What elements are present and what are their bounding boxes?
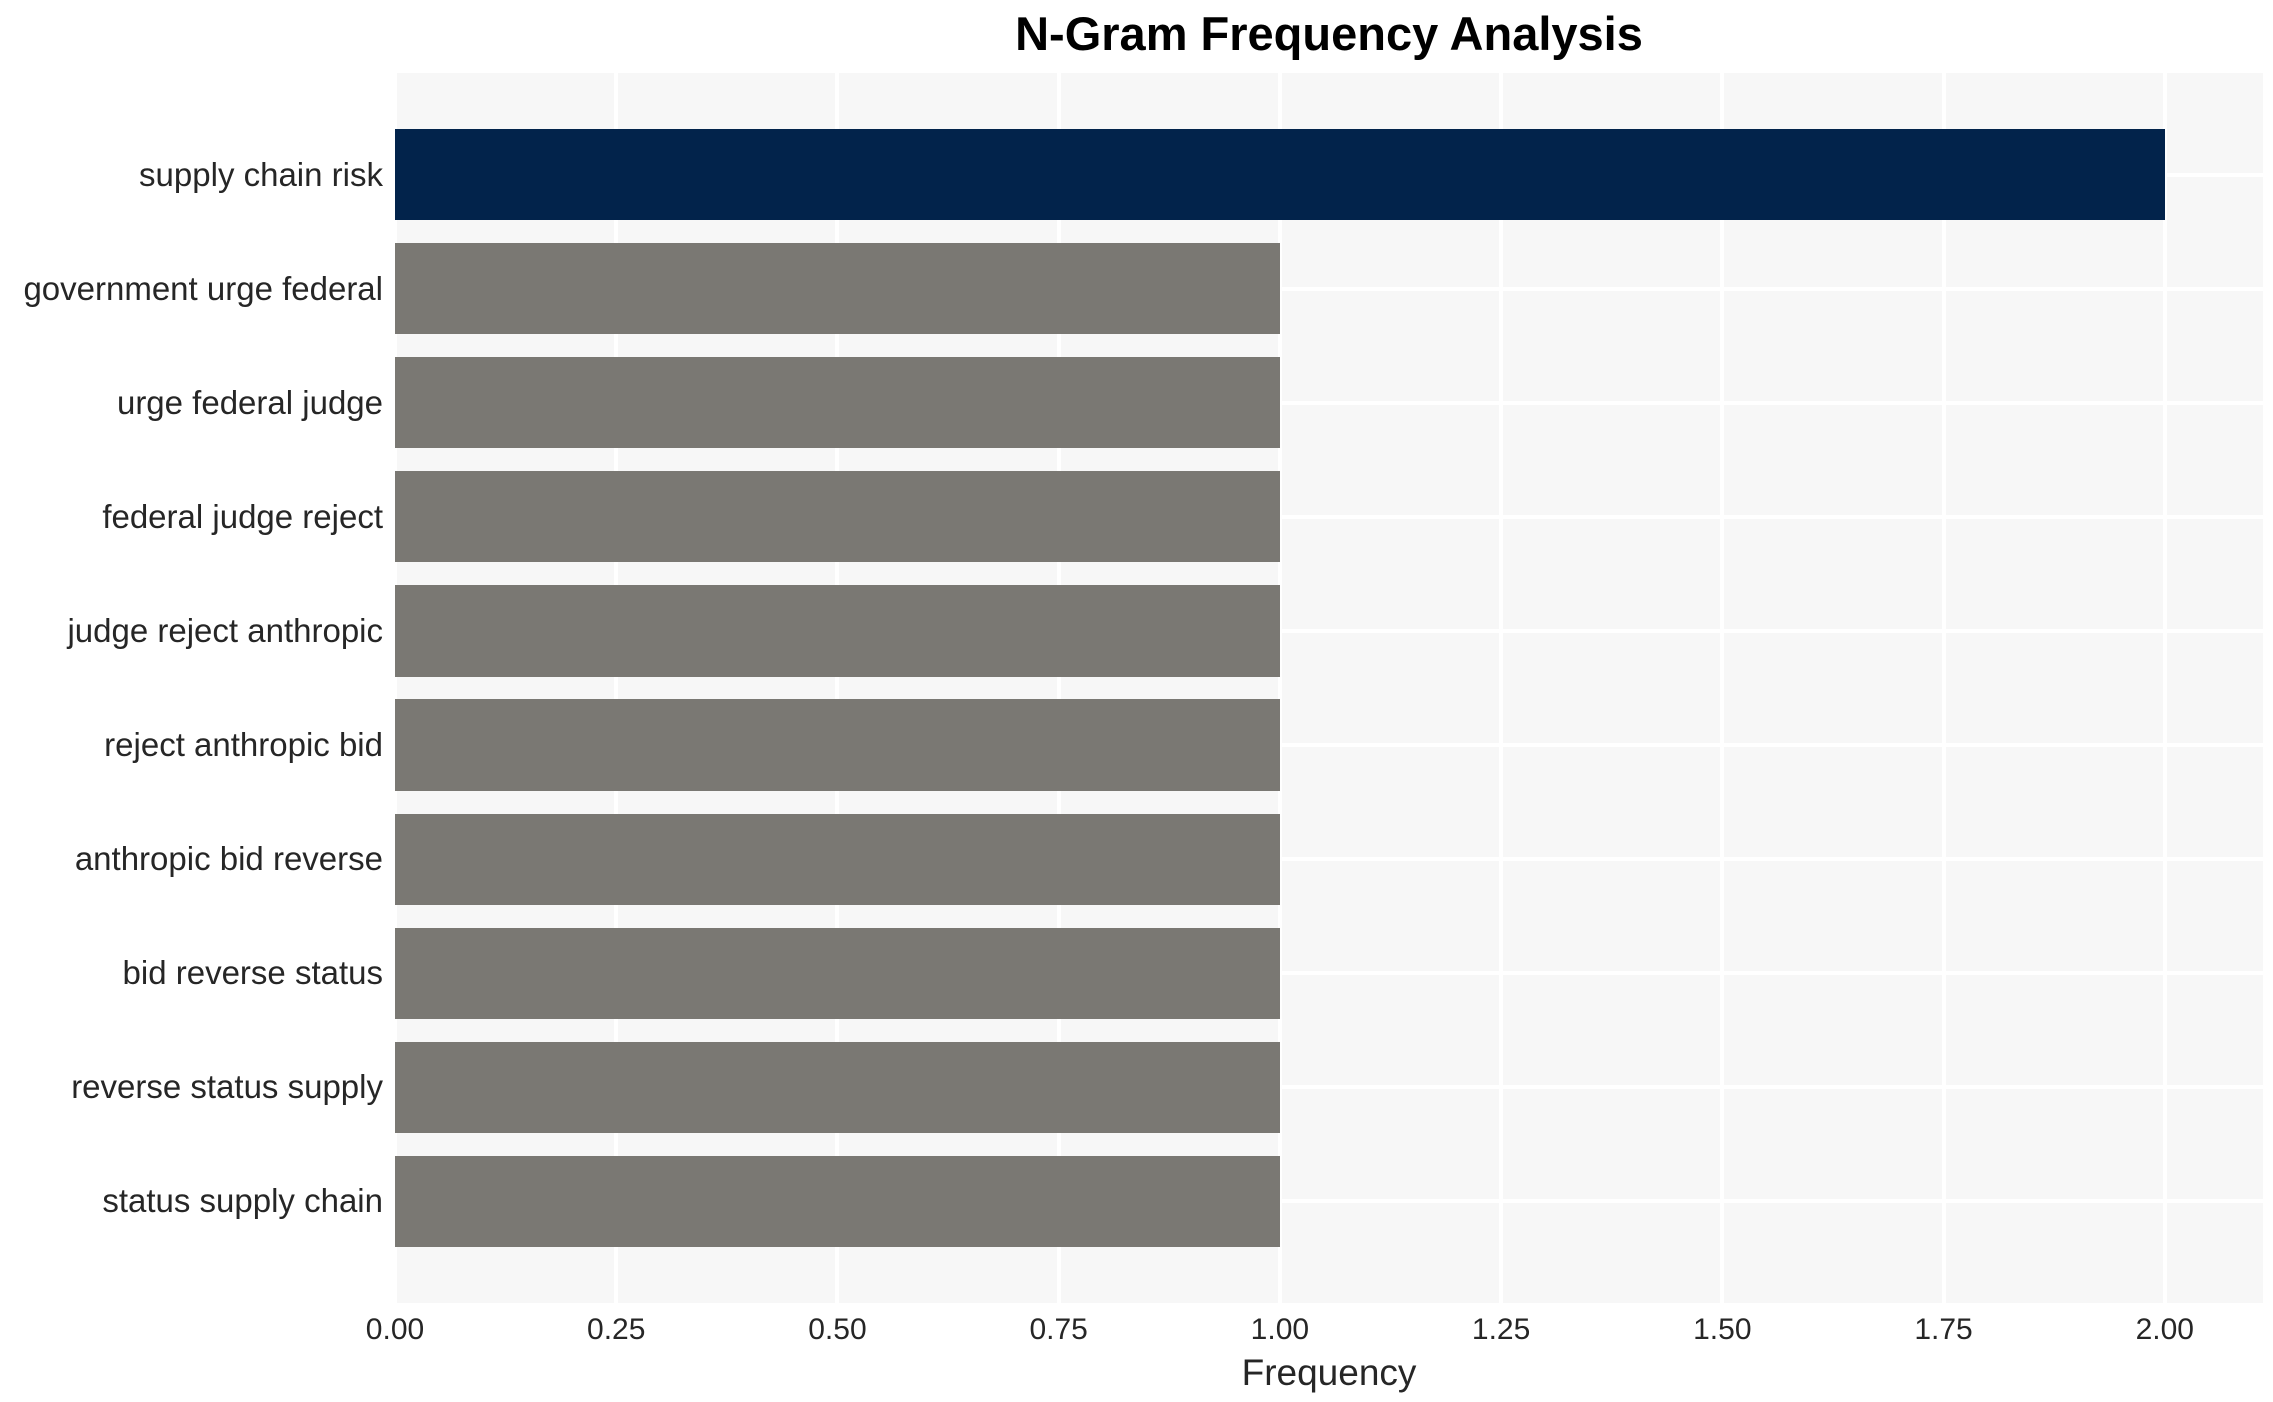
x-gridline: [1277, 73, 1282, 1303]
x-tick-label: 1.50: [1693, 1313, 1752, 1346]
bar-federal-judge-reject: [395, 471, 1280, 563]
bar-urge-federal-judge: [395, 357, 1280, 449]
y-tick-label: urge federal judge: [116, 383, 383, 421]
x-tick-label: 1.00: [1250, 1313, 1310, 1346]
bar-government-urge-federal: [395, 243, 1280, 335]
x-tick-label: 0.25: [587, 1313, 646, 1346]
x-gridline: [1720, 73, 1725, 1303]
x-gridline: [1941, 73, 1946, 1303]
y-gridline: [395, 628, 2263, 633]
x-gridline: [1499, 73, 1504, 1303]
y-axis-labels: supply chain risk government urge federal…: [0, 73, 383, 1303]
x-tick-label: 2.00: [2135, 1313, 2194, 1346]
x-tick-label: 1.25: [1471, 1313, 1531, 1346]
bar-bid-reverse-status: [395, 927, 1280, 1019]
x-gridline: [614, 73, 619, 1303]
y-gridline: [395, 400, 2263, 405]
x-gridline: [835, 73, 840, 1303]
y-gridline: [395, 1085, 2263, 1090]
x-tick-label: 0.75: [1029, 1313, 1088, 1346]
bar-status-supply-chain: [395, 1155, 1280, 1248]
x-tick-label: 1.75: [1914, 1313, 1973, 1346]
bar-reject-anthropic-bid: [395, 699, 1280, 791]
x-gridline: [393, 73, 397, 1303]
x-gridline: [1056, 73, 1061, 1303]
x-tick-label: 0.00: [365, 1313, 425, 1346]
y-tick-label: reject anthropic bid: [104, 726, 383, 764]
y-tick-label: government urge federal: [23, 269, 383, 307]
bar-judge-reject-anthropic: [395, 585, 1280, 677]
bar-supply-chain-risk: [395, 128, 2165, 221]
x-tick-label: 0.50: [808, 1313, 867, 1346]
bar-reverse-status-supply: [395, 1041, 1280, 1133]
plot-area: [393, 73, 2263, 1303]
y-tick-label: reverse status supply: [71, 1068, 383, 1106]
y-tick-label: federal judge reject: [102, 497, 383, 535]
y-gridline: [395, 514, 2263, 519]
y-tick-label: supply chain risk: [139, 155, 383, 193]
y-tick-label: anthropic bid reverse: [74, 840, 383, 878]
y-gridline: [395, 971, 2263, 976]
y-gridline: [395, 857, 2263, 862]
x-axis-tick-labels: 0.00 0.25 0.50 0.75 1.00 1.25 1.50 1.75 2.00: [366, 1313, 2263, 1353]
y-tick-label: status supply chain: [102, 1182, 383, 1220]
x-axis-title: Frequency: [1241, 1352, 1417, 1393]
bar-anthropic-bid-reverse: [395, 813, 1280, 905]
y-tick-label: bid reverse status: [122, 954, 383, 992]
y-gridline: [395, 1199, 2263, 1204]
chart-title: N-Gram Frequency Analysis: [1015, 7, 1643, 60]
y-gridline: [395, 743, 2263, 748]
y-gridline: [395, 286, 2263, 291]
x-gridline: [2162, 73, 2167, 1303]
y-tick-label: judge reject anthropic: [67, 611, 383, 649]
